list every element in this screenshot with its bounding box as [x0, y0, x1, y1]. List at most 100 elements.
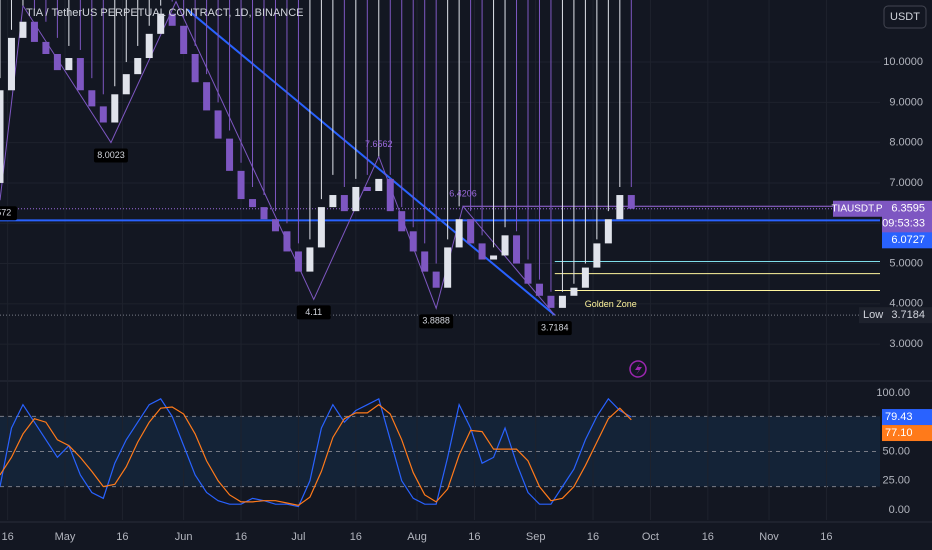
candle-body — [432, 271, 440, 288]
candle-body — [145, 33, 153, 59]
y-tick-label: 8.0000 — [889, 137, 923, 149]
x-tick-label: Jun — [175, 531, 193, 543]
candle-body — [249, 199, 257, 208]
symbol-tag — [833, 200, 882, 217]
candle-body — [271, 219, 279, 232]
pivot-label: 4.11 — [305, 307, 322, 317]
candle-body — [214, 110, 222, 139]
candle-body — [329, 195, 337, 208]
candle-body — [30, 21, 38, 42]
stoch-tick-label: 100.00 — [876, 387, 910, 399]
candle-body — [134, 58, 142, 75]
candle-body — [7, 37, 15, 91]
candle-body — [513, 235, 521, 264]
candle-body — [317, 207, 325, 248]
currency[interactable]: USDT — [890, 11, 920, 23]
candle-body — [490, 255, 498, 260]
x-tick-label: May — [55, 531, 76, 543]
candle-body — [558, 295, 566, 308]
candle-body — [524, 263, 532, 284]
countdown: 09:53:33 — [882, 218, 925, 230]
stoch-line — [0, 397, 632, 508]
y-tick-label: 3.0000 — [889, 338, 923, 350]
x-tick-label: 16 — [468, 531, 480, 543]
pivot-label: 3.8888 — [422, 316, 450, 326]
y-tick-label: 10.0000 — [883, 56, 923, 68]
pivot-label-box — [537, 321, 572, 336]
candle-body — [19, 21, 27, 38]
stoch-d-tag — [882, 425, 932, 442]
candle-body — [88, 90, 96, 107]
x-tick-label: 16 — [587, 531, 599, 543]
x-tick-label: 16 — [350, 531, 362, 543]
candle-body — [616, 195, 624, 220]
y-tick-label: 4.0000 — [889, 298, 923, 310]
pivot-label-box — [419, 314, 454, 329]
candle-body — [294, 251, 302, 272]
candle-body — [467, 219, 475, 244]
pivot-label-box — [93, 148, 128, 163]
x-tick-label: Sep — [526, 531, 546, 543]
candle-body — [386, 178, 394, 212]
candle-body — [0, 90, 4, 183]
pivot-label: 6.572 — [0, 208, 11, 218]
symbol-title: TIA / TetherUS PERPETUAL CONTRACT, 1D, B… — [26, 7, 304, 19]
stoch-tick-label: 0.00 — [889, 504, 910, 516]
x-tick-label: 16 — [2, 531, 14, 543]
x-tick-label: Oct — [642, 531, 659, 543]
candle-body — [398, 211, 406, 232]
candle-body — [53, 53, 61, 71]
candle-body — [581, 267, 589, 288]
candle-body — [604, 219, 612, 244]
x-tick-label: 16 — [116, 531, 128, 543]
candle-body — [237, 170, 245, 200]
candle-body — [203, 82, 211, 111]
candle-body — [352, 186, 360, 212]
candle-body — [65, 58, 73, 71]
candle-body — [76, 58, 84, 91]
stoch-d-value: 77.10 — [885, 427, 913, 439]
candle-body — [226, 138, 234, 171]
candle-body — [260, 207, 268, 220]
low-price: 3.7184 — [891, 309, 925, 321]
pivot-label: 7.6562 — [365, 139, 393, 149]
pivot-label: 8.0023 — [97, 150, 125, 160]
candle-body — [547, 295, 555, 308]
stoch-line — [0, 403, 632, 507]
golden-zone-label: Golden Zone — [585, 299, 637, 309]
candle-body — [570, 287, 578, 296]
candle-body — [501, 235, 509, 256]
candle-body — [478, 243, 486, 260]
pivot-label: 6.4206 — [449, 189, 477, 199]
event-icon[interactable] — [629, 360, 647, 378]
stoch-tick-label: 50.00 — [882, 445, 910, 457]
last-price-tag — [882, 200, 932, 233]
x-tick-label: 16 — [702, 531, 714, 543]
candle-body — [375, 178, 383, 192]
candle-body — [42, 41, 50, 54]
event-bolt — [635, 363, 642, 375]
last-price: 6.3595 — [891, 203, 925, 215]
candle-body — [283, 231, 291, 252]
pivot-label: 3.7184 — [541, 323, 569, 333]
candle-body — [99, 106, 107, 123]
currency-badge[interactable] — [883, 5, 927, 29]
candle-body — [363, 186, 371, 192]
level-price: 6.0727 — [891, 234, 925, 246]
candle-body — [535, 283, 543, 296]
x-tick-label: Jul — [291, 531, 305, 543]
candle-body — [455, 219, 463, 248]
stoch-k-tag — [882, 409, 932, 426]
trendline — [186, 8, 556, 316]
pivot-label-box — [0, 206, 17, 221]
candle-body — [168, 13, 176, 26]
candle-body — [409, 231, 417, 252]
candle-body — [627, 195, 635, 209]
candle-body — [340, 195, 348, 212]
y-tick-label: 9.0000 — [889, 96, 923, 108]
candle-body — [421, 251, 429, 272]
x-tick-label: 16 — [235, 531, 247, 543]
x-tick-label: 16 — [820, 531, 832, 543]
